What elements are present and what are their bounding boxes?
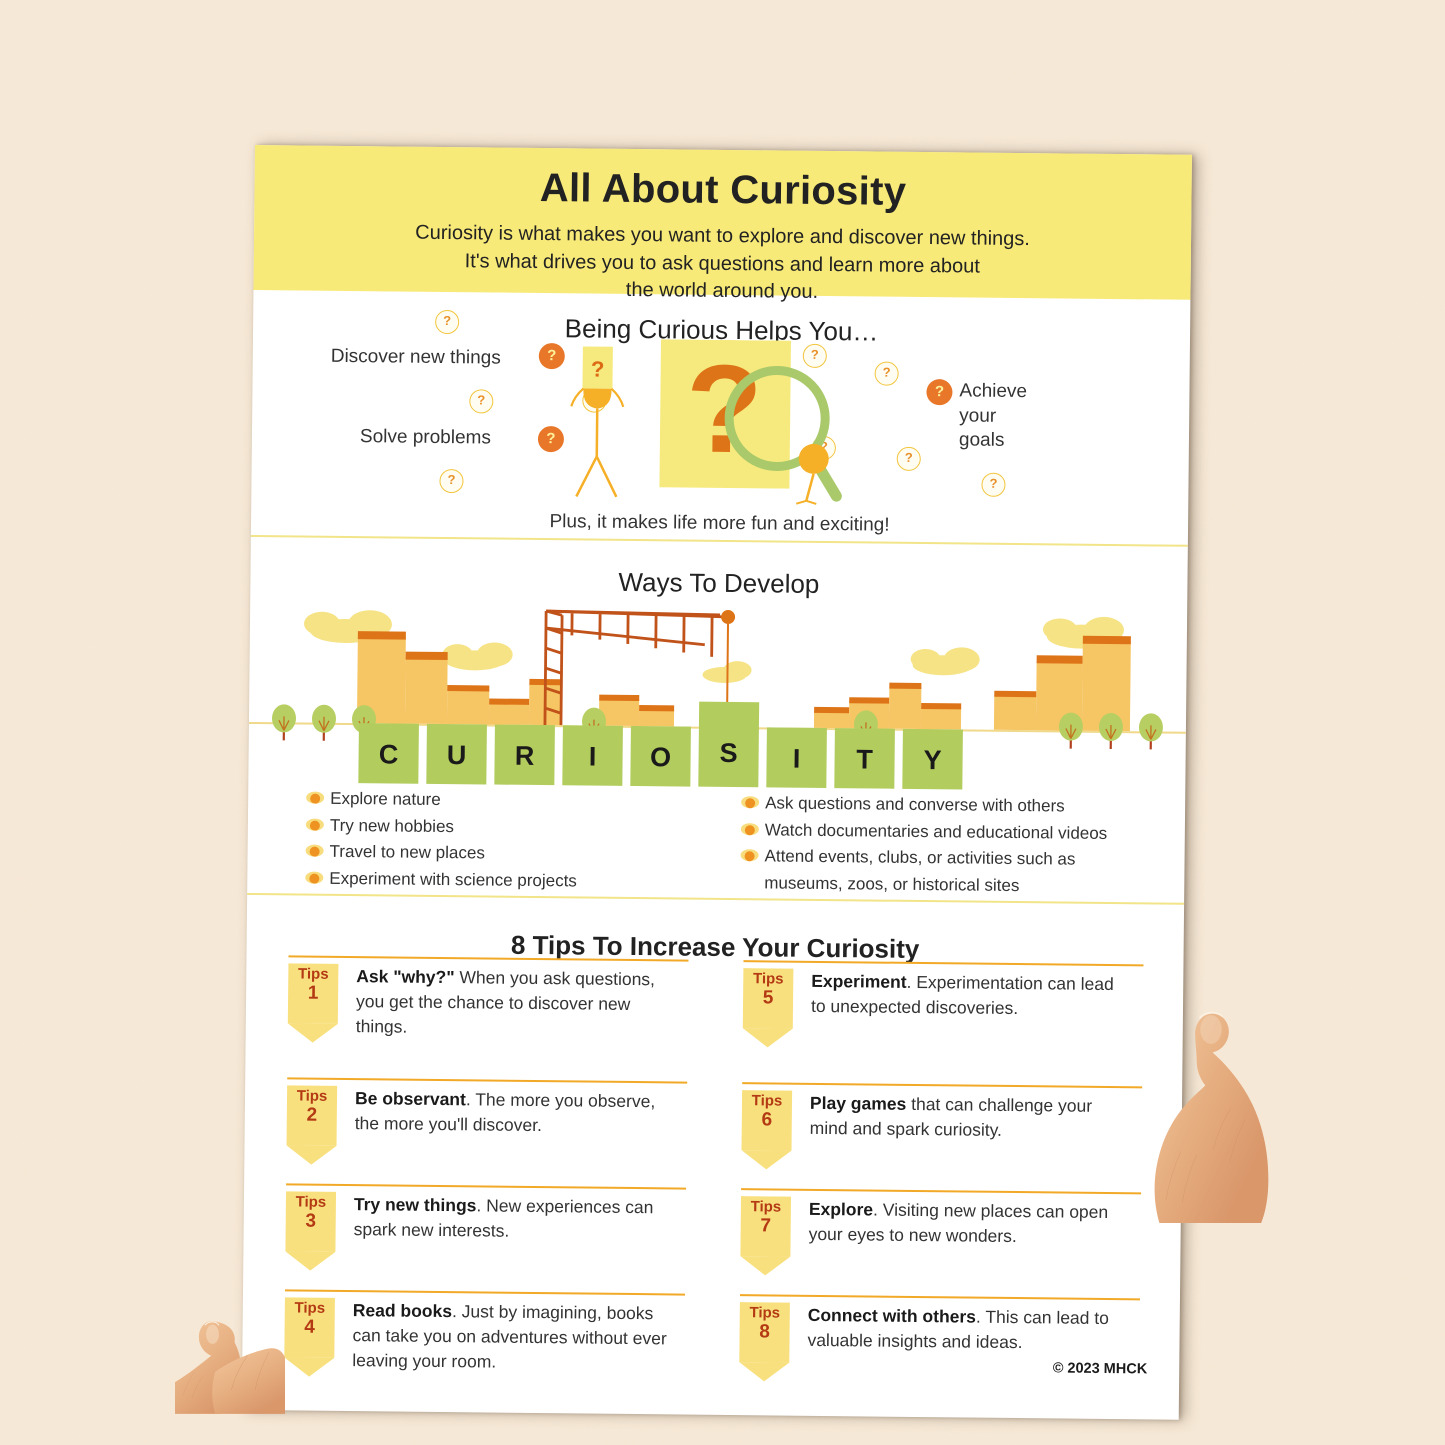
svg-text:I: I xyxy=(793,744,801,774)
svg-text:T: T xyxy=(856,744,873,774)
svg-text:I: I xyxy=(589,742,597,772)
svg-text:S: S xyxy=(719,738,737,768)
svg-text:C: C xyxy=(379,739,399,769)
svg-text:U: U xyxy=(447,740,467,770)
svg-text:?: ? xyxy=(591,357,605,382)
svg-text:R: R xyxy=(515,741,535,771)
svg-text:Y: Y xyxy=(923,745,941,775)
svg-text:O: O xyxy=(650,742,671,772)
